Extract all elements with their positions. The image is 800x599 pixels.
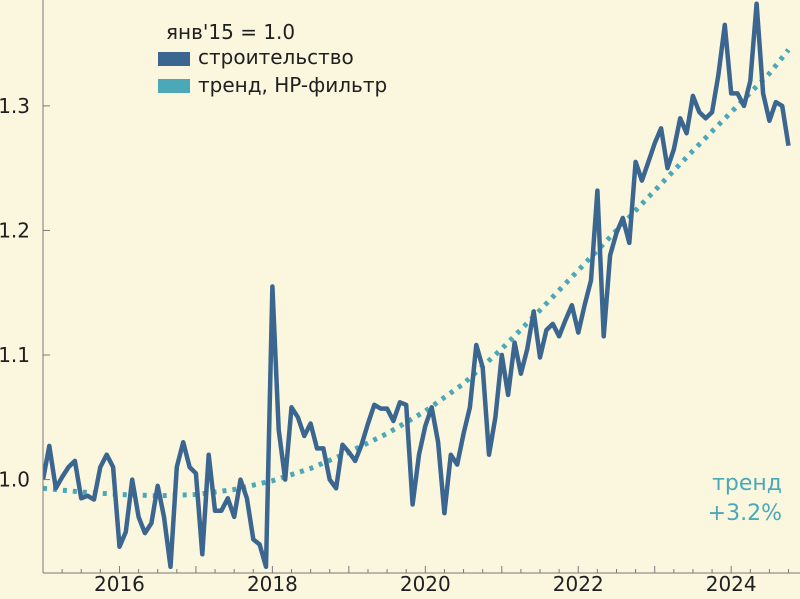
annotation-trend-value: +3.2% bbox=[708, 501, 782, 526]
x-tick-label: 2022 bbox=[553, 572, 604, 596]
legend-swatch-construction bbox=[158, 52, 190, 66]
y-tick-label: 1.2 bbox=[0, 218, 30, 242]
construction-line bbox=[43, 1, 791, 570]
legend-swatch-trend bbox=[158, 79, 190, 93]
trend-annotation: тренд +3.2% bbox=[708, 471, 782, 526]
plot-area bbox=[43, 1, 791, 570]
legend: янв'15 = 1.0 строительство тренд, HP-фил… bbox=[158, 20, 387, 97]
x-tick-label: 2024 bbox=[706, 572, 757, 596]
x-tick-label: 2016 bbox=[94, 572, 145, 596]
x-tick-label: 2020 bbox=[400, 572, 451, 596]
trend-line bbox=[43, 48, 791, 499]
y-tick-label: 1.0 bbox=[0, 468, 30, 492]
x-tick-label: 2018 bbox=[247, 572, 298, 596]
y-tick-label: 1.1 bbox=[0, 343, 30, 367]
annotation-trend-label: тренд bbox=[712, 471, 782, 496]
legend-label-construction: строительство bbox=[198, 45, 354, 69]
legend-label-trend: тренд, HP-фильтр bbox=[198, 73, 387, 97]
legend-title: янв'15 = 1.0 bbox=[166, 20, 295, 44]
y-tick-label: 1.3 bbox=[0, 94, 30, 118]
